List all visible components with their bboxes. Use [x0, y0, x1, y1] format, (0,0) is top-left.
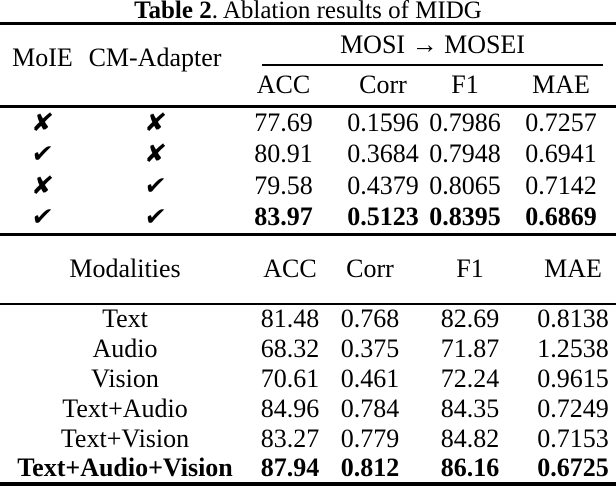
table-row: Text+Vision 83.27 0.779 84.82 0.7153 [0, 424, 616, 454]
cm-adapter-mark-cell: ✘ [85, 138, 225, 170]
header-acc: ACC [250, 235, 330, 305]
f1-cell: 86.16 [410, 453, 530, 486]
f1-cell: 0.7986 [429, 107, 501, 137]
acc-cell: 83.97 [225, 202, 342, 236]
header-mosi-mosei: MOSI → MOSEI [262, 25, 604, 66]
corr-cell: 0.812 [330, 453, 410, 486]
acc-cell: 77.69 [254, 107, 313, 137]
f1-cell: 0.8395 [424, 202, 506, 236]
mae-cell: 0.6941 [525, 139, 597, 168]
moie-mark-cell: ✘ [0, 106, 85, 138]
corr-cell: 0.779 [340, 423, 400, 453]
mae-cell: 0.7249 [537, 393, 609, 423]
corr-cell: 0.768 [340, 304, 400, 333]
header-moie: MoIE [0, 23, 85, 108]
corr-cell: 0.5123 [342, 202, 424, 236]
cm-adapter-cross-icon: ✘ [142, 139, 168, 168]
table-row: ✘ ✔ 79.58 0.4379 0.8065 0.7142 [0, 170, 616, 202]
moie-cross-icon: ✘ [29, 171, 56, 200]
f1-cell: 71.87 [440, 333, 500, 363]
header-f1: F1 [424, 66, 506, 108]
cm-adapter-mark-cell: ✘ [85, 106, 225, 138]
acc-cell: 87.94 [250, 453, 330, 486]
acc-cell: 68.32 [260, 333, 320, 363]
header-cm-adapter: CM-Adapter [85, 23, 225, 108]
table-row: Vision 70.61 0.461 72.24 0.9615 [0, 364, 616, 394]
group-header-row: MoIE CM-Adapter MOSI → MOSEI [0, 23, 616, 108]
moie-mark-cell: ✘ [0, 170, 85, 202]
table-caption: Table 2. Ablation results of MIDG [0, 0, 616, 24]
modalities-header-row: Modalities ACC Corr F1 MAE [0, 235, 616, 305]
table-row-best: ✔ ✔ 83.97 0.5123 0.8395 0.6869 [0, 202, 616, 236]
acc-cell: 81.48 [260, 304, 320, 333]
corr-cell: 0.4379 [347, 171, 419, 200]
mae-cell: 0.9615 [537, 363, 609, 393]
table-row: Audio 68.32 0.375 71.87 1.2538 [0, 334, 616, 364]
mae-cell: 0.7153 [537, 423, 609, 453]
caption-text: . Ablation results of MIDG [211, 0, 482, 24]
f1-cell: 82.69 [440, 304, 500, 333]
header-modalities: Modalities [0, 235, 250, 305]
modality-cell: Text [102, 304, 148, 333]
f1-cell: 0.7948 [429, 139, 501, 168]
modality-cell: Text+Vision [60, 423, 190, 453]
mae-cell: 0.7257 [525, 107, 597, 137]
cm-adapter-mark-cell: ✔ [85, 170, 225, 202]
acc-cell: 79.58 [254, 171, 313, 200]
moie-mark-cell: ✔ [0, 138, 85, 170]
f1-cell: 84.35 [440, 393, 500, 423]
corr-cell: 0.1596 [347, 107, 419, 137]
corr-cell: 0.375 [340, 333, 400, 363]
moie-mark-cell: ✔ [0, 202, 85, 236]
header-f1: F1 [410, 235, 530, 305]
table-row: ✔ ✘ 80.91 0.3684 0.7948 0.6941 [0, 138, 616, 170]
header-mae: MAE [530, 235, 616, 305]
acc-cell: 80.91 [254, 139, 313, 168]
table-row-best: Text+Audio+Vision 87.94 0.812 86.16 0.67… [0, 453, 616, 486]
mae-cell: 0.6869 [506, 202, 616, 236]
acc-cell: 83.27 [260, 423, 320, 453]
f1-cell: 72.24 [440, 363, 500, 393]
header-corr: Corr [342, 66, 424, 108]
table-row: Text+Audio 84.96 0.784 84.35 0.7249 [0, 394, 616, 424]
cm-adapter-cross-icon: ✘ [142, 107, 168, 137]
table-row: Text 81.48 0.768 82.69 0.8138 [0, 304, 616, 334]
corr-cell: 0.3684 [347, 139, 419, 168]
header-mae: MAE [506, 66, 616, 108]
mae-cell: 0.8138 [537, 304, 609, 333]
cm-adapter-check-icon: ✔ [142, 202, 168, 232]
metric-header-row: ACC Corr F1 MAE [0, 66, 616, 108]
header-corr: Corr [330, 235, 410, 305]
modality-cell: Text+Audio [62, 393, 188, 423]
modality-cell: Text+Audio+Vision [0, 453, 250, 486]
header-mosi-mosei-cell: MOSI → MOSEI [225, 24, 616, 66]
corr-cell: 0.461 [340, 363, 400, 393]
f1-cell: 0.8065 [429, 171, 501, 200]
moie-check-icon: ✔ [29, 139, 56, 168]
acc-cell: 70.61 [260, 363, 320, 393]
header-acc: ACC [225, 66, 342, 108]
table-row: ✘ ✘ 77.69 0.1596 0.7986 0.7257 [0, 106, 616, 138]
acc-cell: 84.96 [260, 393, 320, 423]
mae-cell: 1.2538 [537, 333, 609, 363]
modality-cell: Vision [91, 363, 159, 393]
caption-label: Table 2 [134, 0, 212, 24]
modality-cell: Audio [92, 333, 158, 363]
ablation-components-table: MoIE CM-Adapter MOSI → MOSEI ACC Corr F1… [0, 22, 616, 236]
moie-check-icon: ✔ [29, 202, 56, 232]
moie-cross-icon: ✘ [29, 107, 56, 137]
cm-adapter-check-icon: ✔ [142, 171, 168, 200]
modalities-table: Modalities ACC Corr F1 MAE Text 81.48 0.… [0, 235, 616, 486]
mae-cell: 0.6725 [530, 453, 616, 486]
f1-cell: 84.82 [440, 423, 500, 453]
corr-cell: 0.784 [340, 393, 400, 423]
cm-adapter-mark-cell: ✔ [85, 202, 225, 236]
mae-cell: 0.7142 [525, 171, 597, 200]
